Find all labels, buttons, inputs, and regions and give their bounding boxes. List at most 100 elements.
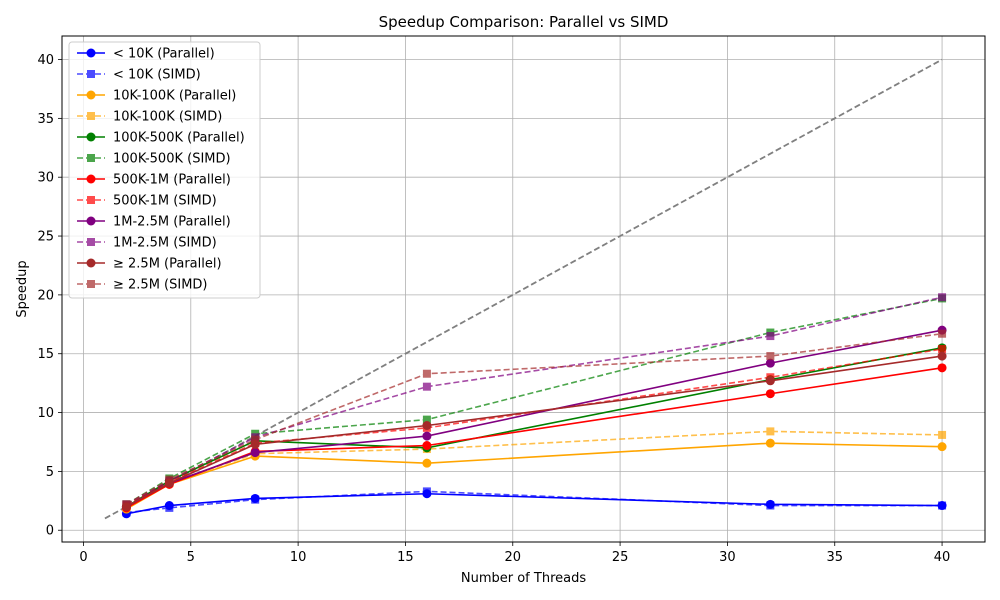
ideal-speedup-line bbox=[104, 58, 943, 520]
legend-item bbox=[77, 48, 105, 58]
legend-label: < 10K (Parallel) bbox=[113, 47, 215, 62]
series-line bbox=[125, 332, 943, 506]
x-tick-label: 40 bbox=[934, 550, 951, 565]
x-ticks: 0 5 10 15 20 25 30 35 40 bbox=[79, 542, 950, 565]
series-group bbox=[121, 293, 947, 519]
data-point bbox=[938, 430, 947, 439]
data-point bbox=[422, 421, 432, 431]
y-tick-label: 40 bbox=[37, 53, 54, 68]
data-point bbox=[422, 458, 432, 468]
data-point bbox=[422, 431, 432, 441]
legend-label: ≥ 2.5M (SIMD) bbox=[113, 278, 208, 293]
legend-item bbox=[77, 216, 105, 226]
grid bbox=[62, 36, 985, 542]
legend-label: 100K-500K (SIMD) bbox=[113, 152, 231, 167]
plot-frame bbox=[61, 35, 986, 543]
data-point bbox=[251, 435, 260, 444]
legend-item bbox=[77, 238, 105, 246]
data-point bbox=[422, 382, 431, 391]
x-tick-label: 25 bbox=[612, 550, 629, 565]
data-point bbox=[766, 352, 775, 361]
legend-item bbox=[77, 280, 105, 288]
data-point bbox=[422, 415, 431, 424]
data-point bbox=[422, 441, 432, 451]
legend-label: 10K-100K (Parallel) bbox=[113, 89, 236, 104]
legend-item bbox=[77, 132, 105, 142]
legend-item bbox=[77, 258, 105, 268]
series-line bbox=[126, 367, 943, 509]
chart-title: Speedup Comparison: Parallel vs SIMD bbox=[379, 13, 669, 31]
legend-item bbox=[77, 112, 105, 120]
x-tick-label: 0 bbox=[79, 550, 87, 565]
legend-label: 500K-1M (Parallel) bbox=[113, 173, 231, 188]
data-point bbox=[765, 389, 775, 399]
data-point bbox=[122, 500, 131, 509]
legend-marker bbox=[86, 174, 96, 184]
legend-marker bbox=[86, 132, 96, 142]
y-tick-label: 10 bbox=[37, 406, 54, 421]
data-point bbox=[422, 487, 431, 496]
x-tick-label: 35 bbox=[826, 550, 843, 565]
data-point bbox=[165, 475, 174, 484]
y-tick-label: 25 bbox=[37, 230, 54, 245]
legend-label: 500K-1M (SIMD) bbox=[113, 194, 217, 209]
x-tick-label: 10 bbox=[290, 550, 307, 565]
data-point bbox=[765, 438, 775, 448]
y-tick-label: 15 bbox=[37, 347, 54, 362]
legend-marker bbox=[86, 216, 96, 226]
legend-item bbox=[77, 174, 105, 184]
legend-marker bbox=[86, 258, 96, 268]
x-tick-label: 20 bbox=[504, 550, 521, 565]
x-tick-label: 30 bbox=[719, 550, 736, 565]
data-point bbox=[937, 363, 947, 373]
series-line bbox=[126, 296, 943, 506]
y-axis-label: Speedup bbox=[15, 260, 30, 317]
data-point bbox=[251, 495, 260, 504]
legend: < 10K (Parallel) < 10K (SIMD) 10K-100K (Pa… bbox=[68, 41, 261, 299]
legend-label: 10K-100K (SIMD) bbox=[113, 110, 222, 125]
x-tick-label: 15 bbox=[397, 550, 414, 565]
reference-line bbox=[104, 58, 943, 520]
series-line bbox=[126, 355, 943, 508]
data-point bbox=[250, 448, 260, 458]
legend-item bbox=[77, 154, 105, 162]
y-tick-label: 30 bbox=[37, 171, 54, 186]
series-line bbox=[126, 492, 943, 515]
legend-marker bbox=[87, 238, 95, 246]
legend-marker bbox=[87, 196, 95, 204]
legend-item bbox=[77, 90, 105, 100]
data-point bbox=[938, 329, 947, 338]
legend-marker bbox=[87, 154, 95, 162]
data-point bbox=[422, 369, 431, 378]
legend-label: 1M-2.5M (SIMD) bbox=[113, 236, 217, 251]
y-ticks: 0 5 10 15 20 25 30 35 40 bbox=[37, 53, 62, 539]
series-line bbox=[125, 297, 943, 506]
legend-label: 1M-2.5M (Parallel) bbox=[113, 215, 231, 230]
data-point bbox=[937, 351, 947, 361]
data-point bbox=[938, 345, 947, 354]
legend-marker bbox=[86, 90, 96, 100]
data-point bbox=[766, 501, 775, 510]
x-tick-label: 5 bbox=[187, 550, 195, 565]
legend-box bbox=[68, 41, 261, 299]
x-axis-label: Number of Threads bbox=[461, 571, 586, 586]
legend-label: 100K-500K (Parallel) bbox=[113, 131, 245, 146]
legend-marker bbox=[87, 112, 95, 120]
series-11 bbox=[122, 329, 947, 509]
data-point bbox=[938, 501, 947, 510]
legend-label: < 10K (SIMD) bbox=[113, 68, 201, 83]
data-point bbox=[765, 376, 775, 386]
y-tick-label: 35 bbox=[37, 112, 54, 127]
data-point bbox=[766, 427, 775, 436]
data-point bbox=[765, 358, 775, 368]
y-tick-label: 5 bbox=[46, 465, 54, 480]
legend-marker bbox=[87, 70, 95, 78]
y-tick-label: 20 bbox=[37, 288, 54, 303]
legend-marker bbox=[86, 48, 96, 58]
legend-item bbox=[77, 196, 105, 204]
legend-item bbox=[77, 70, 105, 78]
y-tick-label: 0 bbox=[46, 524, 54, 539]
legend-label: ≥ 2.5M (Parallel) bbox=[113, 257, 222, 272]
legend-marker bbox=[87, 280, 95, 288]
data-point bbox=[766, 332, 775, 341]
